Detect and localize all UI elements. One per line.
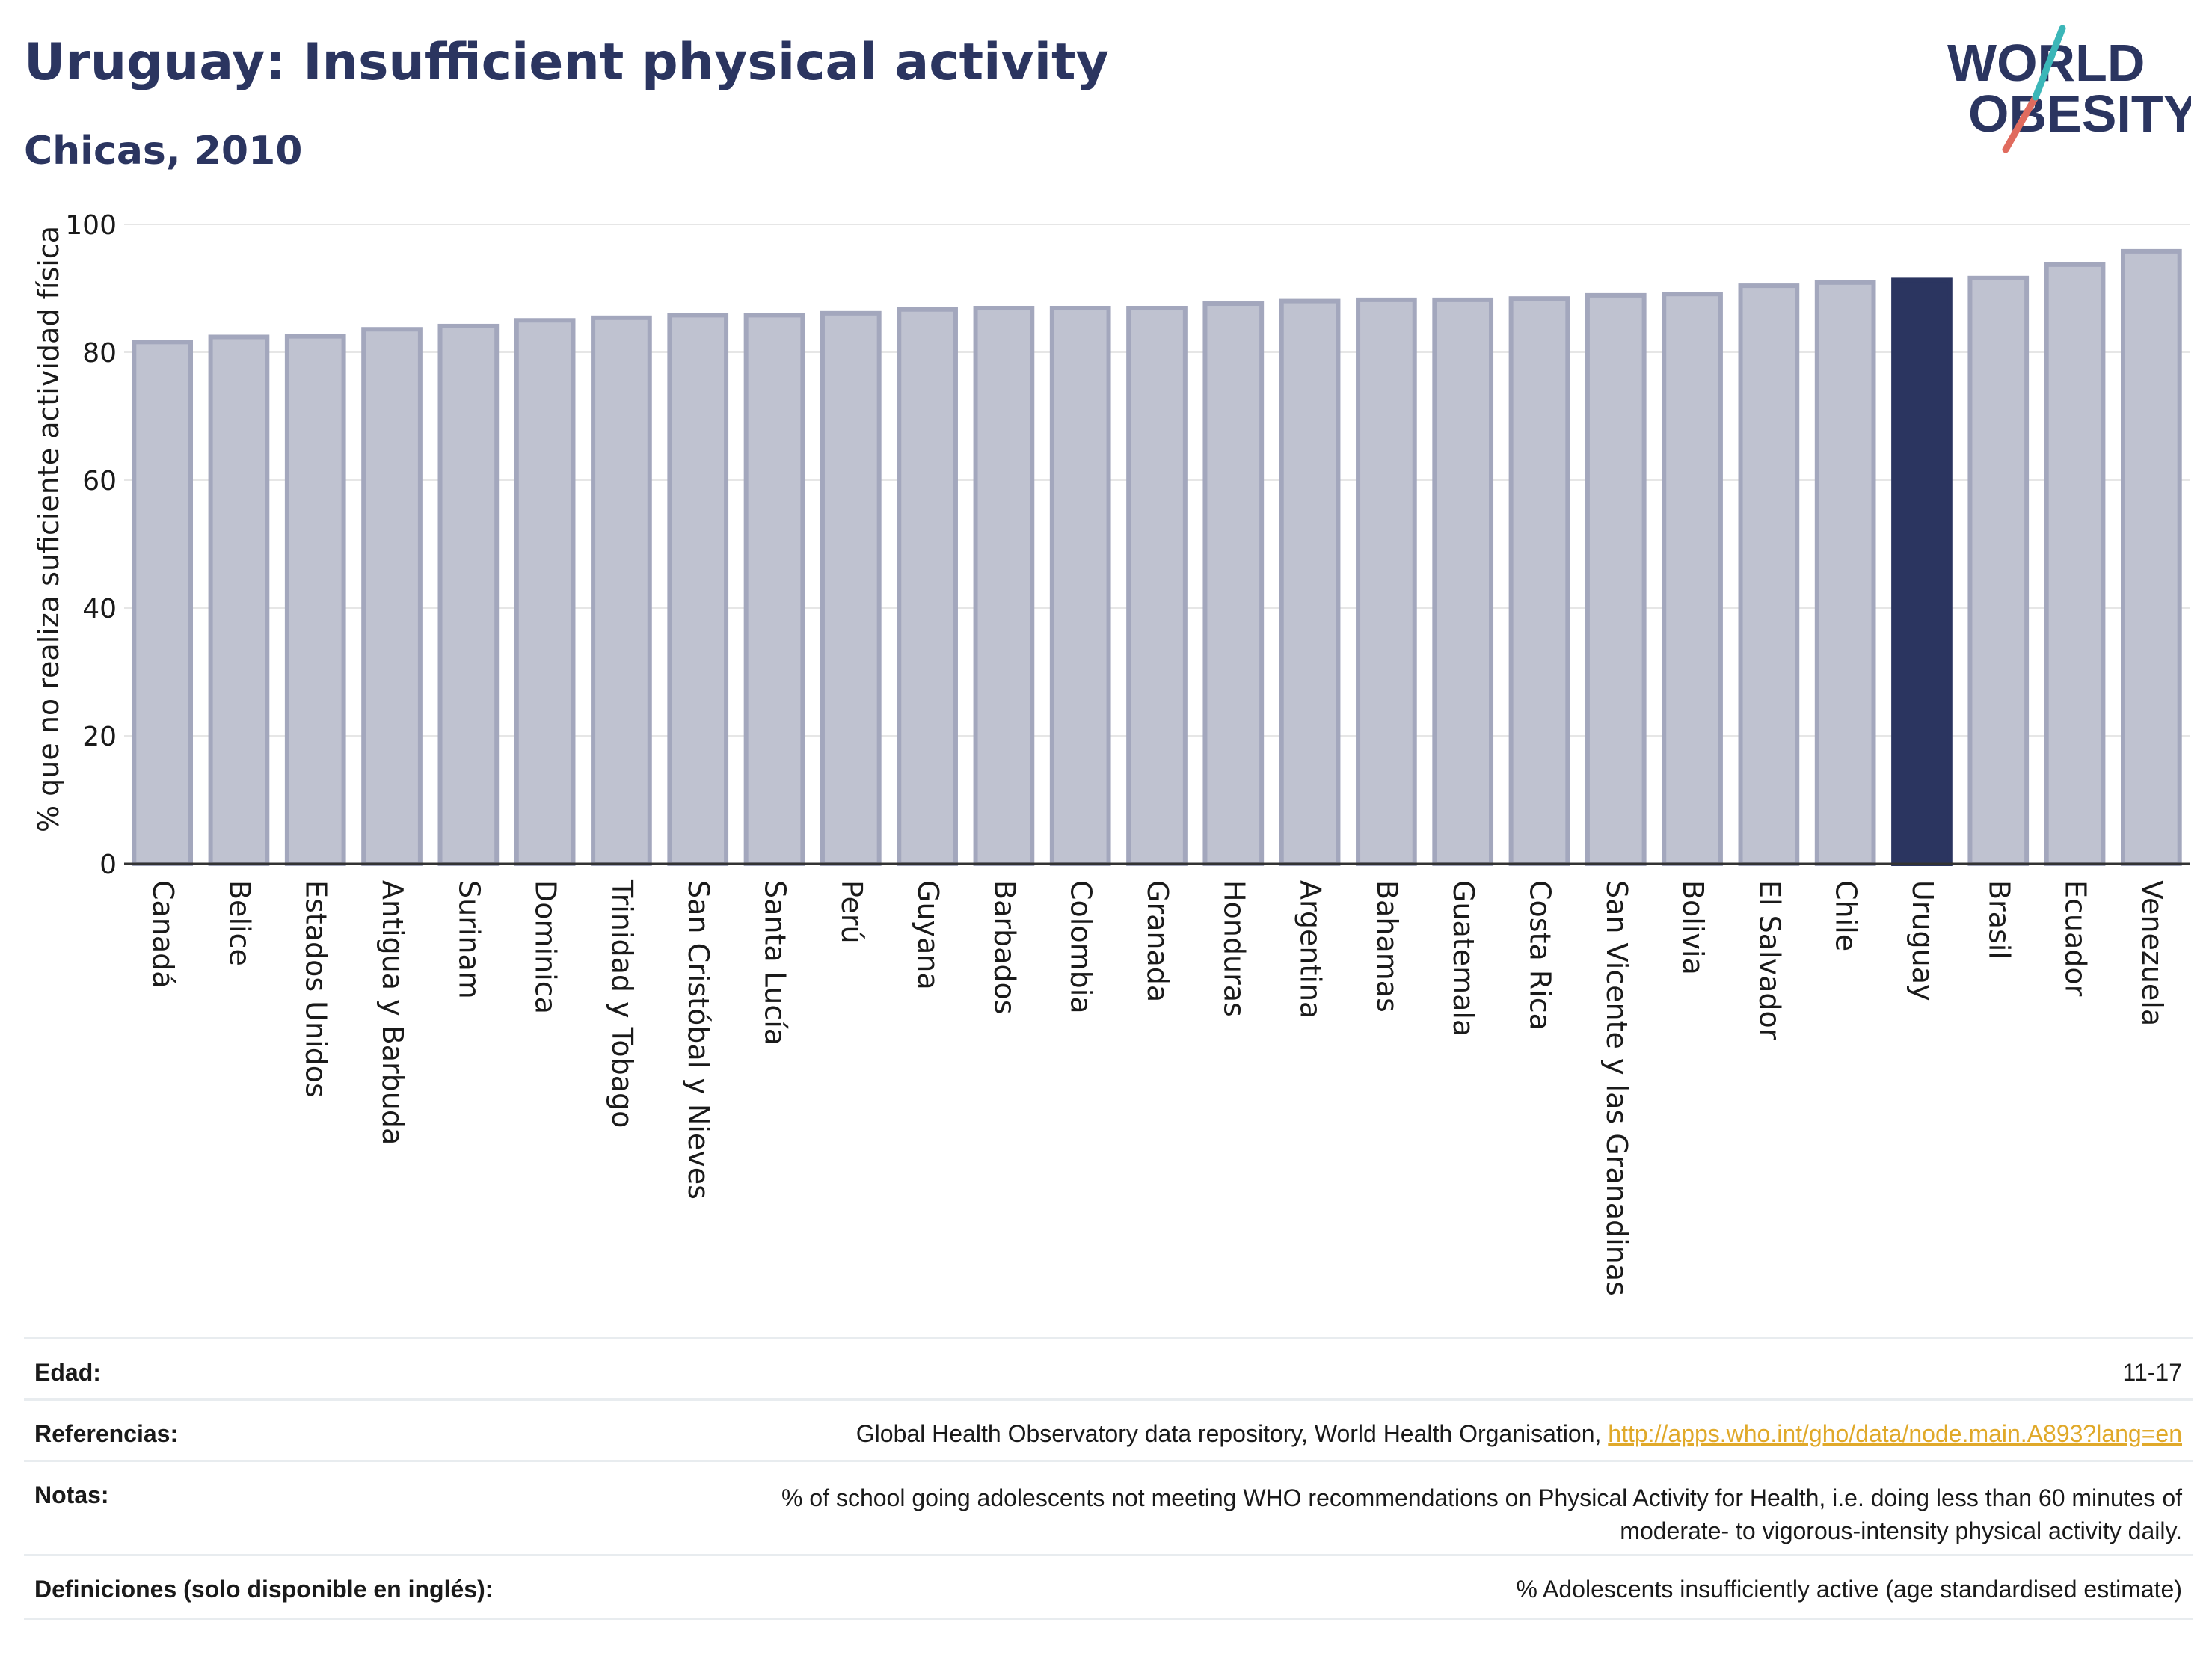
y-tick-label: 100 xyxy=(65,210,117,241)
page-title: Uruguay: Insufficient physical activity xyxy=(24,33,1109,92)
bar xyxy=(897,307,958,866)
x-tick-label: Santa Lucía xyxy=(759,880,792,1045)
notes-label: Notas: xyxy=(34,1481,109,1508)
age-label: Edad: xyxy=(34,1359,101,1386)
x-axis-ticks: Canadá Belice Estados Unidos Antigua y Barb… xyxy=(147,879,2169,1296)
bar-highlighted xyxy=(1891,277,1953,866)
x-tick-label: Colombia xyxy=(1065,880,1098,1014)
x-tick-label: Honduras xyxy=(1217,880,1250,1017)
bar xyxy=(284,334,346,866)
bar xyxy=(1126,306,1188,866)
bar xyxy=(1432,297,1494,866)
bar xyxy=(743,313,805,867)
x-tick-label: Trinidad y Tobago xyxy=(606,879,639,1128)
definitions-label: Definiciones (solo disponible en inglés)… xyxy=(34,1576,494,1603)
x-tick-label: Bolivia xyxy=(1677,880,1709,975)
meta-row-notes: Notas: % of school going adolescents not… xyxy=(24,1460,2193,1556)
x-tick-label: Uruguay xyxy=(1906,880,1939,1001)
x-tick-label: Guyana xyxy=(912,880,944,990)
bar xyxy=(208,334,270,867)
bar xyxy=(1508,296,1570,866)
meta-row-definitions: Definiciones (solo disponible en inglés)… xyxy=(24,1554,2193,1620)
bar xyxy=(973,306,1035,866)
x-tick-label: Estados Unidos xyxy=(300,880,333,1098)
meta-row-references: Referencias: Global Health Observatory d… xyxy=(24,1398,2193,1462)
bar xyxy=(2044,262,2106,866)
y-tick-label: 40 xyxy=(82,594,117,624)
y-tick-label: 80 xyxy=(82,338,117,369)
world-obesity-logo: WORLD OBESITY xyxy=(1947,25,2191,153)
x-tick-label: Venezuela xyxy=(2136,880,2169,1026)
notes-line1: % of school going adolescents not meetin… xyxy=(781,1484,2182,1511)
x-tick-label: San Cristóbal y Nieves xyxy=(682,880,715,1200)
y-tick-label: 0 xyxy=(99,850,117,880)
bar xyxy=(132,340,193,866)
y-axis-label: % que no realiza suficiente actividad fí… xyxy=(32,226,65,832)
page-subtitle: Chicas, 2010 xyxy=(24,129,303,174)
x-tick-label: Ecuador xyxy=(2059,880,2092,997)
x-tick-label: San Vicente y las Granadinas xyxy=(1600,880,1633,1296)
bar xyxy=(1662,292,1723,866)
bar-chart: 0 20 40 60 80 100 Canadá Belice Estados Unidos A… xyxy=(32,210,2190,1296)
bar xyxy=(437,323,500,866)
bar xyxy=(2121,248,2182,867)
references-label: Referencias: xyxy=(34,1420,179,1447)
references-value: Global Health Observatory data repositor… xyxy=(856,1420,2182,1448)
bar xyxy=(1814,280,1876,866)
references-link[interactable]: http://apps.who.int/gho/data/node.main.A… xyxy=(1608,1420,2182,1447)
bar xyxy=(1049,306,1111,866)
bar xyxy=(820,310,882,867)
age-value: 11-17 xyxy=(2122,1359,2182,1386)
x-tick-label: Costa Rica xyxy=(1523,880,1556,1031)
notes-value: % of school going adolescents not meetin… xyxy=(781,1481,2182,1547)
x-tick-label: Guatemala xyxy=(1447,880,1480,1037)
x-tick-label: Bahamas xyxy=(1371,880,1404,1013)
x-tick-label: Canadá xyxy=(147,880,179,989)
bar xyxy=(1967,275,2030,866)
x-tick-label: Perú xyxy=(835,880,868,944)
bar xyxy=(1279,298,1341,867)
y-axis-ticks: 0 20 40 60 80 100 xyxy=(65,210,117,880)
bar xyxy=(1202,301,1265,866)
bars xyxy=(132,248,2182,867)
x-tick-label: Antigua y Barbuda xyxy=(376,880,409,1145)
references-text: Global Health Observatory data repositor… xyxy=(855,1420,1609,1447)
x-tick-label: Dominica xyxy=(529,880,562,1014)
definitions-value: % Adolescents insufficiently active (age… xyxy=(1516,1576,2182,1603)
logo-line2: OBESITY xyxy=(1968,85,2191,143)
bar xyxy=(514,318,576,866)
bar xyxy=(1585,292,1647,866)
y-tick-label: 60 xyxy=(82,466,117,497)
notes-line2: moderate- to vigorous-intensity physical… xyxy=(1620,1517,2182,1544)
x-tick-label: Barbados xyxy=(988,880,1021,1015)
metadata-table: Edad: 11-17 Referencias: Global Health O… xyxy=(24,1337,2193,1636)
x-tick-label: Belice xyxy=(223,880,256,966)
y-tick-label: 20 xyxy=(82,722,117,752)
x-tick-label: Granada xyxy=(1141,880,1174,1002)
x-tick-label: Brasil xyxy=(1982,880,2015,959)
bar xyxy=(1356,297,1417,866)
bar xyxy=(361,327,423,867)
x-tick-label: Surinam xyxy=(452,880,485,999)
x-tick-label: Argentina xyxy=(1294,880,1327,1019)
meta-row-age: Edad: 11-17 xyxy=(24,1337,2193,1401)
bar xyxy=(1738,283,1800,866)
bar xyxy=(591,315,652,866)
bar xyxy=(667,313,729,867)
x-tick-label: El Salvador xyxy=(1753,880,1786,1040)
x-tick-label: Chile xyxy=(1830,880,1863,951)
